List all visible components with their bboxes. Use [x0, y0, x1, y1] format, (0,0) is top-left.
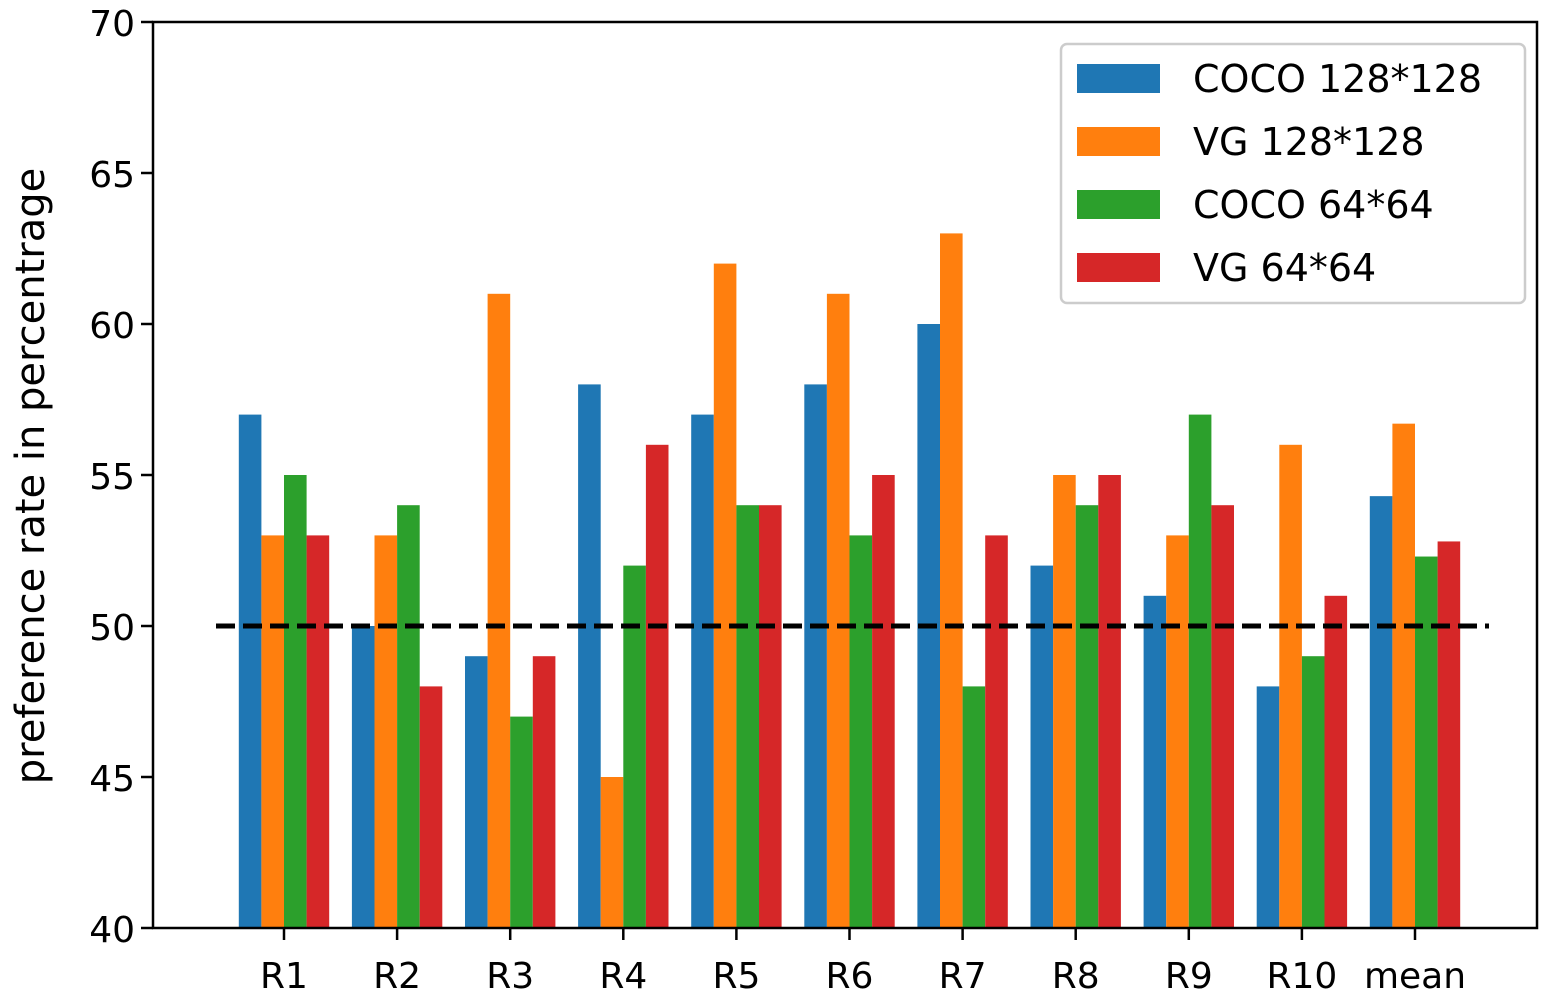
y-tick-label-70: 70	[89, 4, 135, 45]
bar-coco-128-128-r5	[691, 414, 714, 929]
bar-coco-128-128-r4	[578, 384, 601, 928]
bar-coco-128-128-mean	[1369, 496, 1393, 928]
bar-coco-64-64-r3	[510, 716, 533, 928]
legend-swatch-vg-64-64	[1077, 253, 1160, 282]
legend-swatch-coco-64-64	[1077, 190, 1160, 219]
legend-label-vg-64-64: VG 64*64	[1193, 246, 1376, 290]
bar-vg-128-128-r9	[1166, 535, 1189, 928]
bar-coco-64-64-r6	[849, 535, 873, 928]
legend-label-vg-128-128: VG 128*128	[1193, 120, 1425, 164]
bar-coco-64-64-r5	[736, 505, 759, 928]
bar-coco-64-64-r4	[623, 565, 646, 928]
bar-vg-128-128-r5	[713, 263, 737, 929]
bars-layer	[238, 233, 1461, 929]
x-tick-label-r8: R8	[1052, 956, 1100, 997]
y-tick-label-55: 55	[89, 457, 135, 498]
bar-vg-64-64-r9	[1211, 505, 1234, 928]
bar-vg-128-128-r8	[1053, 475, 1076, 928]
legend-label-coco-64-64: COCO 64*64	[1193, 183, 1434, 227]
bar-coco-128-128-r10	[1256, 686, 1280, 928]
bar-vg-64-64-r5	[759, 505, 782, 928]
bar-coco-64-64-r1	[284, 475, 307, 928]
bar-coco-128-128-r3	[465, 656, 488, 928]
bar-vg-64-64-r2	[419, 686, 443, 928]
bar-vg-128-128-mean	[1392, 423, 1415, 928]
y-tick-label-65: 65	[89, 155, 135, 196]
bar-coco-64-64-r9	[1188, 414, 1212, 929]
x-tick-label-r9: R9	[1165, 956, 1213, 997]
legend-swatch-coco-128-128	[1077, 64, 1160, 93]
bar-vg-64-64-r4	[645, 444, 669, 928]
legend-swatch-vg-128-128	[1077, 127, 1160, 156]
bar-vg-128-128-r1	[261, 535, 284, 928]
bar-vg-64-64-r1	[306, 535, 330, 928]
bar-vg-128-128-r6	[826, 293, 850, 928]
bar-coco-64-64-r10	[1301, 656, 1325, 928]
bar-vg-64-64-r3	[532, 656, 556, 928]
x-tick-label-r1: R1	[260, 956, 308, 997]
x-tick-label-mean: mean	[1364, 956, 1466, 997]
bar-coco-128-128-r2	[351, 626, 375, 928]
bar-coco-128-128-r6	[804, 384, 827, 928]
bar-vg-128-128-r2	[374, 535, 398, 928]
bar-coco-64-64-mean	[1415, 556, 1438, 928]
x-tick-label-r6: R6	[826, 956, 874, 997]
legend: COCO 128*128 VG 128*128 COCO 64*64 VG 64*64	[1059, 42, 1527, 305]
x-tick-label-r4: R4	[599, 956, 647, 997]
y-tick-label-40: 40	[89, 910, 135, 951]
y-tick-label-45: 45	[89, 759, 135, 800]
bar-vg-128-128-r7	[940, 233, 963, 928]
legend-label-coco-128-128: COCO 128*128	[1193, 57, 1482, 101]
axes-layer: 40 45 50 55 60 65 70 R1 R2 R3 R4 R5 R6 R7 R8 R9 R10 mean	[89, 4, 1539, 997]
bar-coco-128-128-r1	[238, 414, 262, 929]
bar-vg-64-64-mean	[1437, 541, 1461, 928]
x-tick-label-r2: R2	[373, 956, 421, 997]
legend-box	[1059, 42, 1527, 305]
x-tick-label-r3: R3	[486, 956, 534, 997]
bar-coco-64-64-r8	[1075, 505, 1099, 928]
bar-vg-64-64-r6	[872, 475, 895, 928]
x-tick-label-r7: R7	[939, 956, 987, 997]
bar-coco-128-128-r9	[1143, 595, 1167, 928]
y-tick-label-60: 60	[89, 306, 135, 347]
bar-coco-128-128-r8	[1030, 565, 1054, 928]
y-tick-label-50: 50	[89, 608, 135, 649]
bar-vg-64-64-r8	[1098, 475, 1121, 928]
bar-vg-128-128-r3	[487, 293, 511, 928]
bar-vg-128-128-r10	[1279, 444, 1302, 928]
bar-coco-64-64-r7	[962, 686, 986, 928]
bar-vg-128-128-r4	[600, 777, 624, 928]
y-axis-label: preference rate in percentrage	[8, 168, 54, 784]
x-tick-label-r5: R5	[712, 956, 760, 997]
bar-coco-64-64-r2	[397, 505, 420, 928]
x-tick-label-r10: R10	[1266, 956, 1337, 997]
bar-vg-64-64-r7	[985, 535, 1008, 928]
bar-vg-64-64-r10	[1324, 595, 1348, 928]
